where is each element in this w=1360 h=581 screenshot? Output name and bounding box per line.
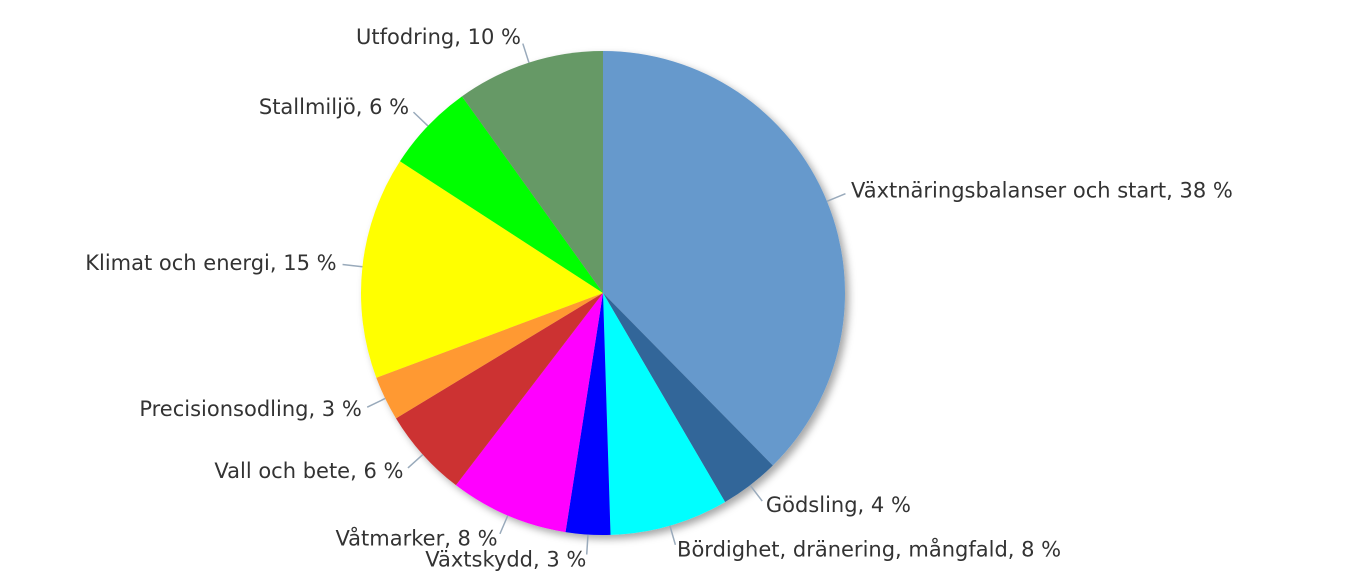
leader-line xyxy=(499,515,509,535)
leader-line xyxy=(407,453,424,469)
pie-slice xyxy=(395,293,603,486)
leader-line xyxy=(826,192,846,202)
leader-line xyxy=(342,263,363,268)
slice-label: Precisionsodling, 3 % xyxy=(139,397,361,421)
slice-label: Växtskydd, 3 % xyxy=(425,547,586,571)
leader-line xyxy=(749,484,763,502)
slice-label: Växtnäringsbalanser och start, 38 % xyxy=(851,178,1233,202)
pie xyxy=(360,51,845,535)
slice-label: Våtmarker, 8 % xyxy=(335,525,497,550)
pie-slice xyxy=(565,293,611,535)
leader-line xyxy=(522,43,530,63)
slice-label: Gödsling, 4 % xyxy=(766,493,911,517)
pie-slice xyxy=(603,51,845,466)
pie-slice xyxy=(461,51,603,293)
slice-label: Klimat och energi, 15 % xyxy=(85,251,336,275)
pie-slice xyxy=(455,293,603,533)
slice-label: Vall och bete, 6 % xyxy=(214,459,403,483)
slice-label: Utfodring, 10 % xyxy=(356,25,521,49)
pie-slice xyxy=(376,293,603,419)
slice-label: Bördighet, dränering, mångfald, 8 % xyxy=(677,537,1061,562)
leader-line xyxy=(412,111,429,127)
pie-slice xyxy=(603,293,726,535)
leader-line xyxy=(669,525,677,546)
pie-slice xyxy=(360,161,603,378)
pie-slice xyxy=(399,96,603,293)
leader-line xyxy=(366,397,386,408)
leader-line xyxy=(585,534,589,555)
pie-slice xyxy=(603,293,773,502)
slice-label: Stallmiljö, 6 % xyxy=(259,95,409,119)
